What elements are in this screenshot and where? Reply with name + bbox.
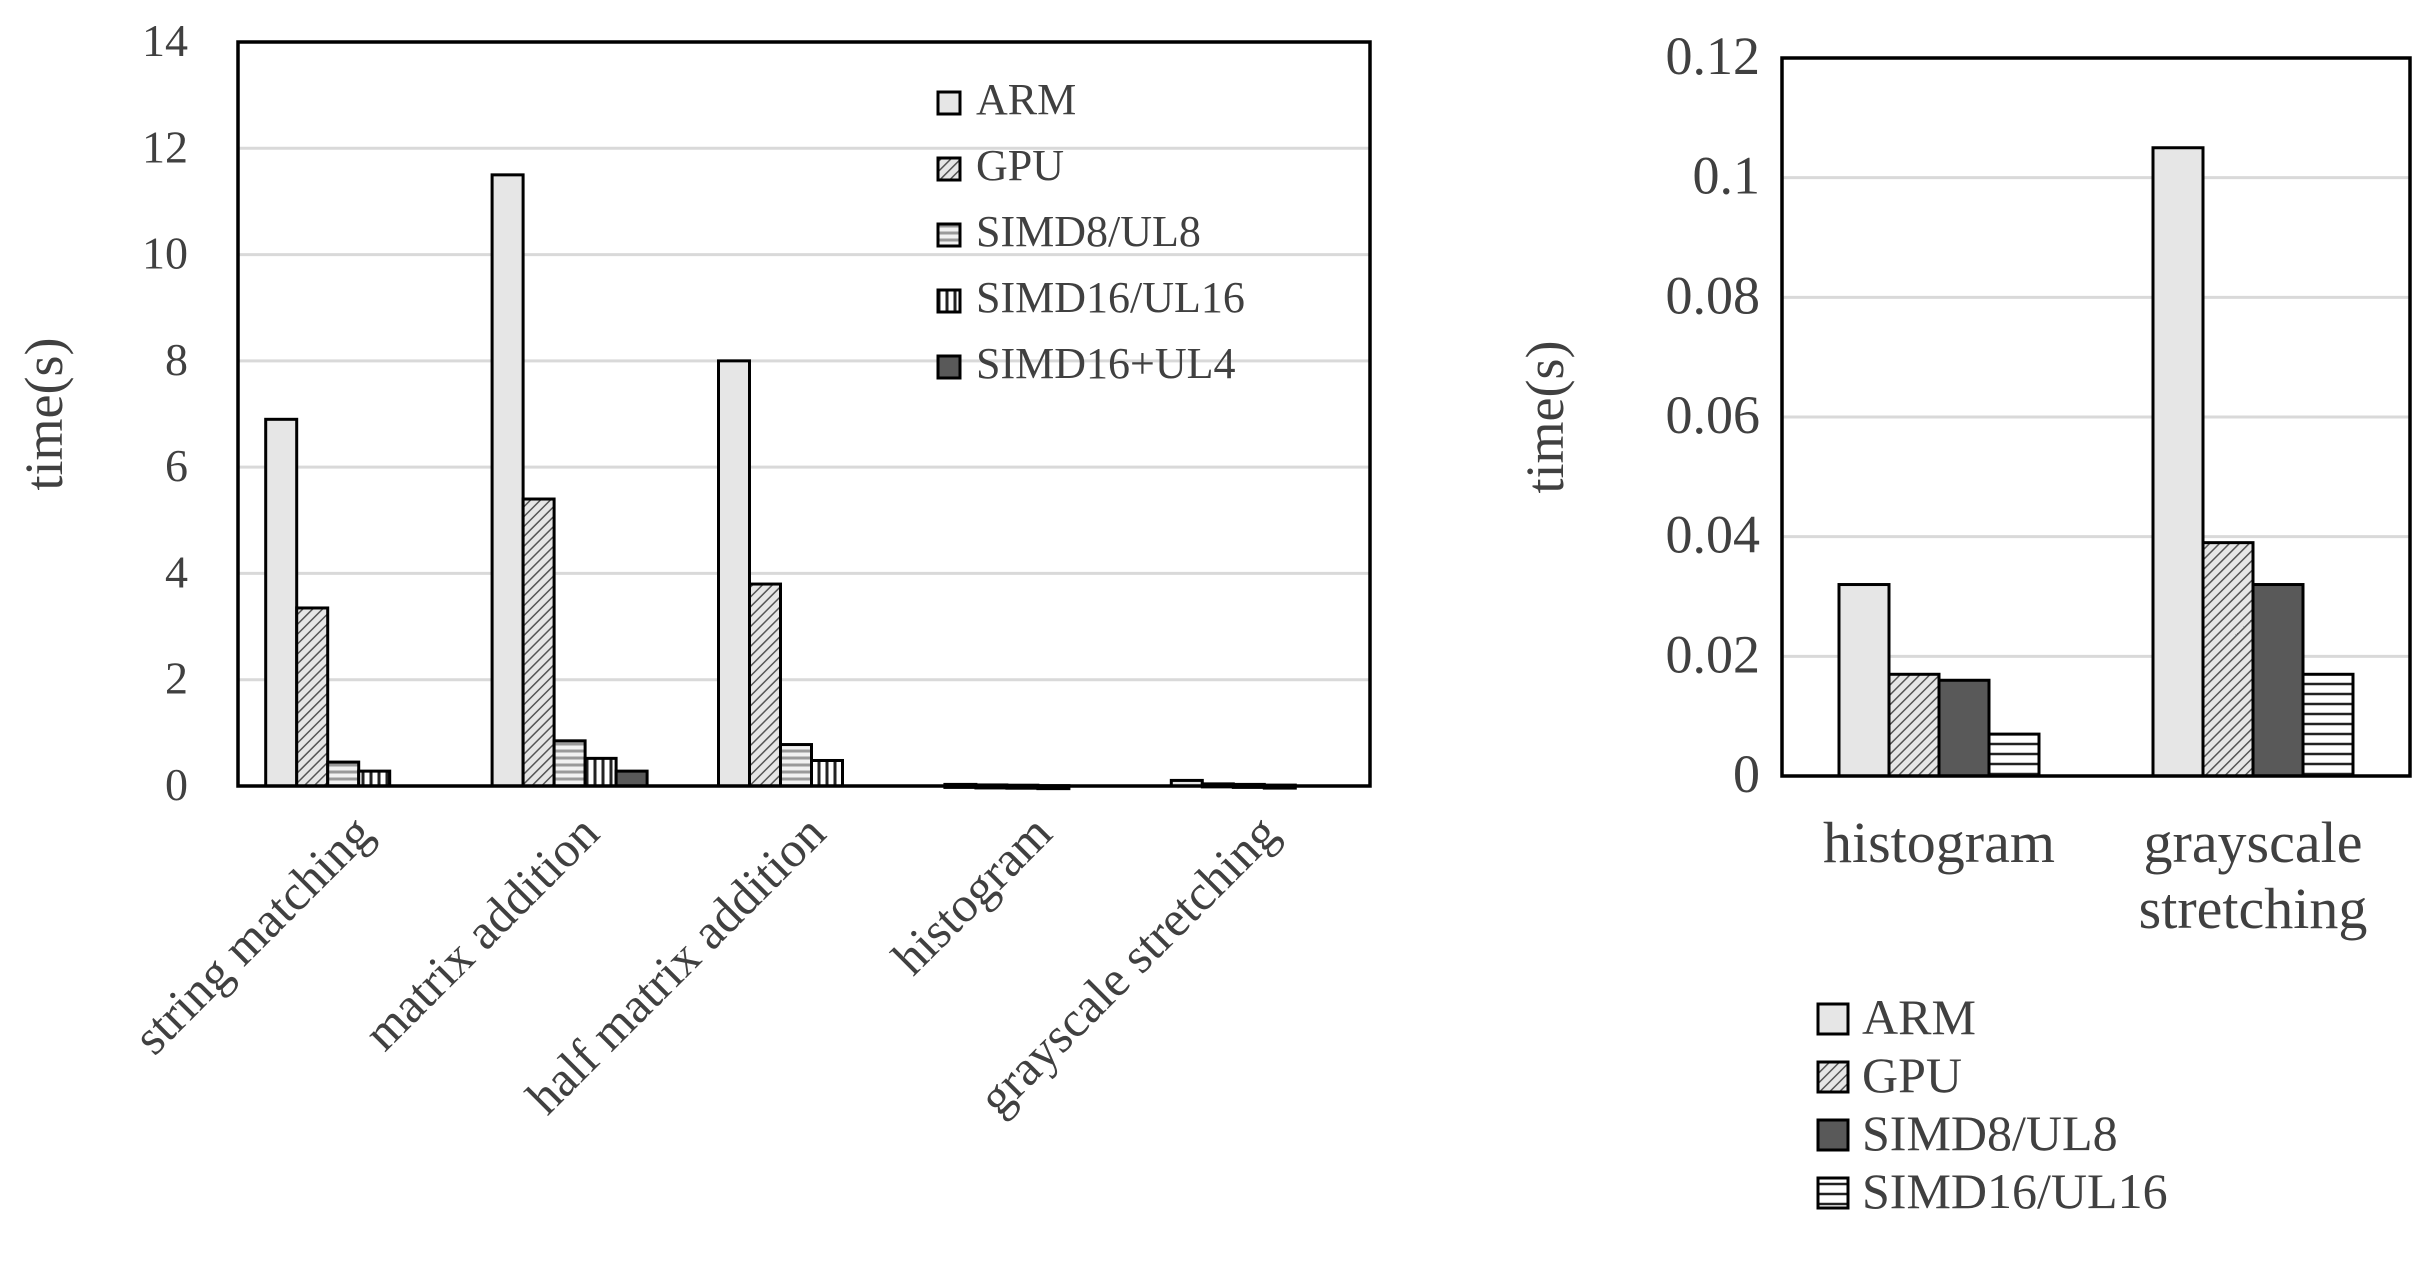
bar-simd8-ul8-matrix-addition (552, 739, 587, 788)
bar-arm-grayscale-stretching (2151, 146, 2205, 778)
y-tick-label: 6 (165, 440, 188, 491)
y-tick-label: 8 (165, 334, 188, 385)
bar-gpu-string-matching (295, 606, 330, 788)
bar-simd16-ul16-string-matching (357, 769, 392, 788)
legend-label-gpu: GPU (1862, 1047, 1962, 1103)
y-axis-label: time(s) (1515, 341, 1575, 494)
bar-simd16-ul16-matrix-addition (583, 756, 618, 788)
x-category-label: string matching (122, 804, 383, 1065)
legend-swatch-simd16-ul4 (936, 354, 962, 380)
legend-label-arm: ARM (976, 75, 1076, 124)
plot-frame (1780, 56, 2412, 778)
y-axis-label: time(s) (14, 338, 74, 491)
legend-label-gpu: GPU (976, 141, 1064, 190)
bar-simd8-ul8-grayscale-stretching (2251, 583, 2305, 778)
legend-swatch-gpu (1816, 1060, 1850, 1094)
legend-swatch-arm (1816, 1002, 1850, 1036)
legend-label-simd16-ul16: SIMD16/UL16 (976, 273, 1245, 322)
legend-label-arm: ARM (1862, 989, 1976, 1045)
legend-swatch-gpu (936, 156, 962, 182)
y-tick-label: 0.04 (1666, 505, 1761, 565)
bar-gpu-matrix-addition (521, 497, 556, 788)
y-tick-label: 0.12 (1666, 26, 1761, 86)
bar-simd16-ul4-matrix-addition (614, 769, 649, 788)
y-tick-label: 0.02 (1666, 624, 1761, 684)
y-tick-label: 2 (165, 653, 188, 704)
legend-label-simd8-ul8: SIMD8/UL8 (976, 207, 1201, 256)
x-category-label: histogram (1823, 810, 2055, 875)
bar-simd16-ul16-half-matrix-addition (810, 758, 844, 788)
bar-gpu-grayscale-stretching (2201, 541, 2255, 778)
legend-label-simd16-ul4: SIMD16+UL4 (976, 339, 1236, 388)
bar-simd16-ul16-histogram (1987, 732, 2041, 778)
legend-swatch-simd8-ul8 (936, 222, 962, 248)
plot-frame (236, 40, 1372, 788)
bar-arm-histogram (1837, 583, 1891, 778)
bar-simd8-ul8-half-matrix-addition (779, 743, 813, 788)
y-tick-label: 14 (142, 15, 188, 66)
bar-simd16-ul16-grayscale-stretching (2301, 672, 2355, 778)
bar-simd8-ul8-histogram (1937, 678, 1991, 778)
legend-label-simd16-ul16: SIMD16/UL16 (1862, 1163, 2168, 1219)
legend-swatch-arm (936, 90, 962, 116)
legend-swatch-simd16-ul16 (936, 288, 962, 314)
legend-swatch-simd8-ul8 (1816, 1118, 1850, 1152)
x-category-label: grayscale stretching (2139, 810, 2368, 941)
y-tick-label: 0.06 (1666, 385, 1761, 445)
bar-simd8-ul8-string-matching (326, 760, 361, 788)
y-tick-label: 0 (1733, 744, 1760, 804)
y-tick-label: 0.08 (1666, 265, 1761, 325)
y-tick-label: 0 (165, 759, 188, 810)
legend-label-simd8-ul8: SIMD8/UL8 (1862, 1105, 2118, 1161)
bar-arm-half-matrix-addition (717, 359, 751, 788)
x-category-label: histogram (881, 804, 1062, 985)
y-tick-label: 10 (142, 228, 188, 279)
chart-right: 0 0.02 0.04 0.06 0.08 0.1 0.12 histogram graysca… (1515, 26, 2412, 1219)
bar-gpu-histogram (1887, 672, 1941, 778)
legend-swatch-simd16-ul16 (1816, 1176, 1850, 1210)
y-tick-label: 12 (142, 121, 188, 172)
bar-gpu-half-matrix-addition (748, 582, 782, 788)
bar-arm-matrix-addition (490, 173, 525, 788)
y-tick-label: 4 (165, 546, 188, 597)
x-category-label: matrix addition (353, 804, 610, 1061)
y-tick-label: 0.1 (1693, 146, 1761, 206)
bar-arm-string-matching (264, 417, 299, 788)
